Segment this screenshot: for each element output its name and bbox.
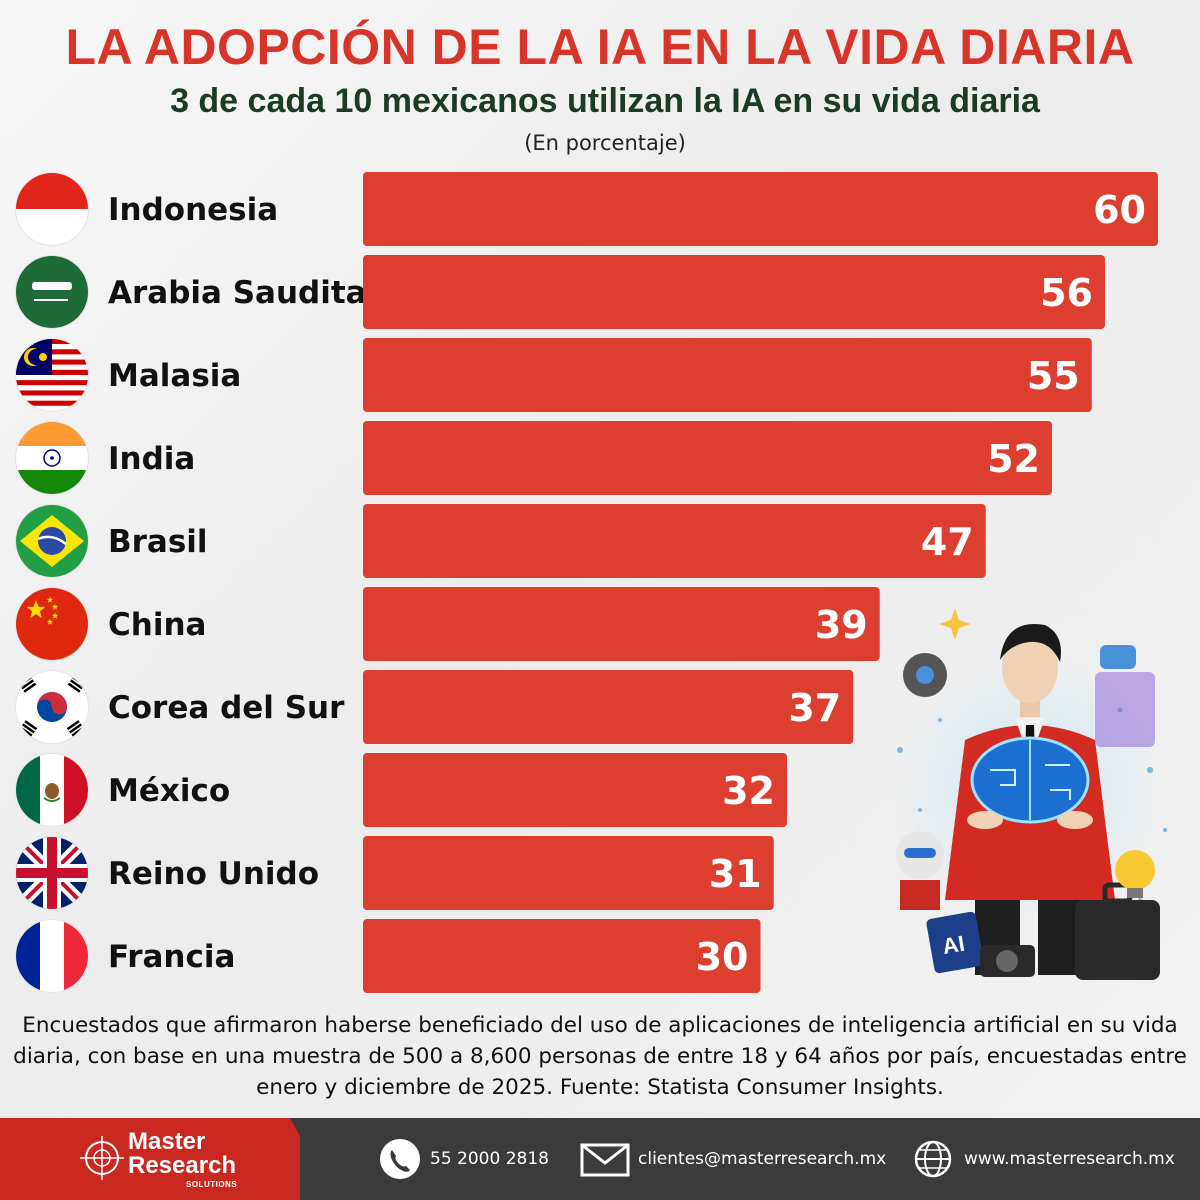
united-kingdom-flag-icon: [15, 836, 89, 910]
bar-chart: Indonesia 60 Arabia Saudita 56 Malasia 55 Indi…: [15, 172, 1158, 993]
ai-businessman-illustration: AI: [895, 608, 1167, 980]
bar: [363, 836, 774, 910]
footer-brand-background: [0, 1118, 300, 1200]
footer: Master Research SOLUTIONS 55 2000 2818 c…: [0, 1118, 1200, 1200]
phone-icon: [380, 1139, 420, 1179]
bar-value-label: 56: [1040, 271, 1093, 315]
svg-text:AI: AI: [940, 931, 966, 959]
chart-subtitle: 3 de cada 10 mexicanos utilizan la IA en…: [170, 82, 1040, 120]
indonesia-flag-icon: [15, 172, 89, 246]
bar: [363, 421, 1052, 495]
bar-value-label: 39: [815, 603, 868, 647]
category-label: Arabia Saudita: [108, 275, 367, 311]
category-label: China: [108, 607, 206, 643]
china-flag-icon: [15, 587, 89, 661]
bar-row: China 39: [15, 587, 880, 661]
bar-value-label: 52: [987, 437, 1040, 481]
category-label: Malasia: [108, 358, 241, 394]
bar-value-label: 47: [921, 520, 974, 564]
unit-label: (En porcentaje): [524, 131, 686, 155]
category-label: Corea del Sur: [108, 690, 345, 726]
brand-logo[interactable]: Master Research SOLUTIONS: [78, 1126, 278, 1196]
bar: [363, 670, 854, 744]
brand-name-line2: Research: [128, 1152, 237, 1179]
brand-tagline: SOLUTIONS: [186, 1180, 238, 1189]
bar-row: Corea del Sur 37: [15, 670, 854, 744]
bar-value-label: 31: [709, 852, 762, 896]
category-label: India: [108, 441, 195, 477]
brand-name-line1: Master: [128, 1128, 206, 1155]
saudi-arabia-flag-icon: [15, 255, 89, 329]
south-korea-flag-icon: [15, 670, 89, 744]
bar: [363, 504, 986, 578]
phone-number: 55 2000 2818: [430, 1149, 549, 1169]
bar: [363, 338, 1092, 412]
bar: [363, 587, 880, 661]
category-label: Francia: [108, 939, 235, 975]
category-label: México: [108, 773, 230, 809]
chart-title: LA ADOPCIÓN DE LA IA EN LA VIDA DIARIA: [65, 19, 1135, 75]
bar-row: Malasia 55: [15, 338, 1092, 412]
globe-icon: [914, 1140, 952, 1178]
brazil-flag-icon: [15, 504, 89, 578]
category-label: Reino Unido: [108, 856, 319, 892]
website-url: www.masterresearch.mx: [964, 1149, 1175, 1169]
bar-row: Indonesia 60: [15, 172, 1158, 246]
bar-value-label: 37: [788, 686, 841, 730]
bar-row: Reino Unido 31: [15, 836, 774, 910]
footnote: Encuestados que afirmaron haberse benefi…: [13, 1013, 1187, 1100]
email-icon: [580, 1143, 630, 1177]
bar-value-label: 30: [696, 935, 749, 979]
bar: [363, 919, 761, 993]
bar: [363, 753, 787, 827]
bar-row: México 32: [15, 753, 787, 827]
bar-row: India 52: [15, 421, 1052, 495]
mexico-flag-icon: [15, 753, 89, 827]
bar-value-label: 55: [1027, 354, 1080, 398]
france-flag-icon: [15, 919, 89, 993]
bar-row: Francia 30: [15, 919, 761, 993]
bar-row: Brasil 47: [15, 504, 986, 578]
crosshair-icon: [80, 1136, 124, 1180]
india-flag-icon: [15, 421, 89, 495]
bar: [363, 172, 1158, 246]
category-label: Indonesia: [108, 192, 278, 228]
email-address: clientes@masterresearch.mx: [638, 1149, 887, 1169]
bar-row: Arabia Saudita 56: [15, 255, 1105, 329]
malaysia-flag-icon: [15, 338, 89, 412]
category-label: Brasil: [108, 524, 208, 560]
bar: [363, 255, 1105, 329]
bar-value-label: 32: [722, 769, 775, 813]
bar-value-label: 60: [1093, 188, 1146, 232]
